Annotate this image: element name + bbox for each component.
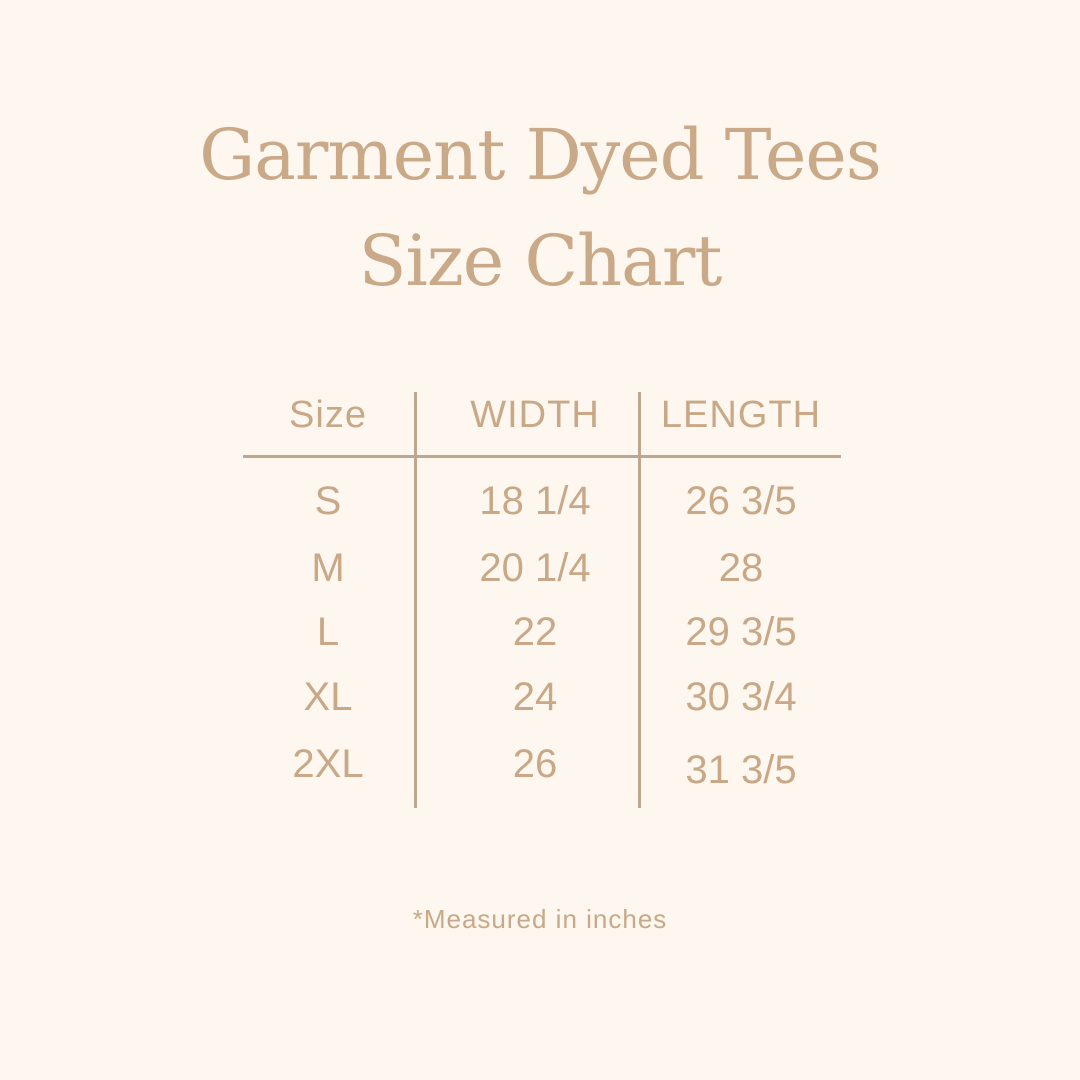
cell-size: S <box>314 479 342 523</box>
cell-size: M <box>311 546 345 590</box>
cell-length: 31 3/5 <box>685 748 797 792</box>
title-line-1: Garment Dyed Tees <box>199 114 882 196</box>
cell-width: 22 <box>512 610 558 654</box>
header-length: LENGTH <box>660 394 822 436</box>
column-divider <box>638 392 641 808</box>
header-divider <box>243 455 841 458</box>
cell-length: 28 <box>718 546 764 590</box>
cell-length: 30 3/4 <box>685 675 797 719</box>
header-size: Size <box>289 394 367 436</box>
cell-size: 2XL <box>292 742 364 786</box>
footnote: *Measured in inches <box>412 904 668 934</box>
cell-width: 24 <box>512 675 558 719</box>
cell-width: 18 1/4 <box>479 479 591 523</box>
header-width: WIDTH <box>470 394 600 436</box>
cell-length: 26 3/5 <box>685 479 797 523</box>
cell-width: 26 <box>512 742 558 786</box>
cell-size: XL <box>303 675 353 719</box>
cell-width: 20 1/4 <box>479 546 591 590</box>
title-line-2: Size Chart <box>358 220 723 302</box>
cell-size: L <box>316 610 340 654</box>
column-divider <box>414 392 417 808</box>
cell-length: 29 3/5 <box>685 610 797 654</box>
